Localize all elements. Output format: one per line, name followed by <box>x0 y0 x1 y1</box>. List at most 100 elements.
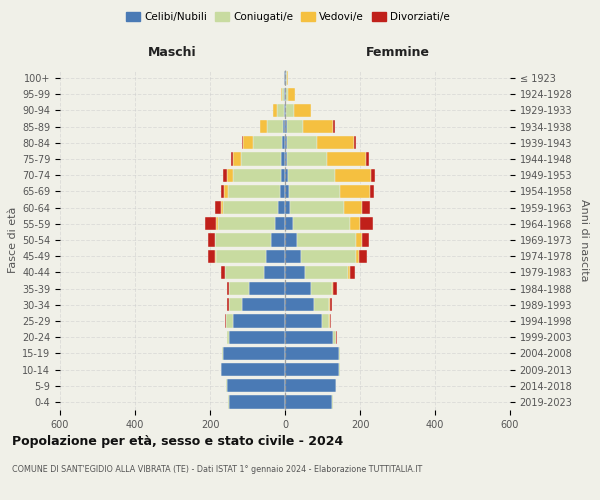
Bar <box>285 314 322 328</box>
Bar <box>356 234 362 246</box>
Bar <box>286 104 293 117</box>
Bar <box>281 152 285 166</box>
Bar <box>287 88 295 101</box>
Bar <box>285 330 333 344</box>
Bar <box>226 314 233 328</box>
Bar <box>228 185 280 198</box>
Bar <box>268 120 283 134</box>
Bar <box>275 217 285 230</box>
Bar <box>330 314 331 328</box>
Bar <box>285 346 340 360</box>
Bar <box>285 266 305 279</box>
Bar <box>223 168 227 182</box>
Bar <box>301 250 356 263</box>
Bar <box>287 136 317 149</box>
Bar <box>362 201 370 214</box>
Bar <box>284 104 285 117</box>
Bar <box>317 136 355 149</box>
Bar <box>356 250 359 263</box>
Bar <box>225 266 265 279</box>
Bar <box>277 104 284 117</box>
Bar <box>281 168 285 182</box>
Bar <box>287 72 289 85</box>
Bar <box>285 234 297 246</box>
Bar <box>336 330 337 344</box>
Bar <box>335 379 337 392</box>
Bar <box>285 72 286 85</box>
Bar <box>227 379 285 392</box>
Bar <box>330 298 332 312</box>
Bar <box>224 314 226 328</box>
Bar <box>297 234 356 246</box>
Bar <box>215 234 271 246</box>
Bar <box>284 88 285 101</box>
Text: Femmine: Femmine <box>365 46 430 59</box>
Bar <box>334 120 335 134</box>
Bar <box>359 217 373 230</box>
Bar <box>329 314 330 328</box>
Bar <box>285 201 290 214</box>
Bar <box>284 72 285 85</box>
Bar <box>233 168 281 182</box>
Bar <box>287 120 304 134</box>
Bar <box>215 250 266 263</box>
Bar <box>244 136 253 149</box>
Bar <box>229 396 285 408</box>
Y-axis label: Fasce di età: Fasce di età <box>8 207 18 273</box>
Bar <box>260 120 268 134</box>
Bar <box>327 152 367 166</box>
Bar <box>285 120 287 134</box>
Bar <box>283 120 285 134</box>
Bar <box>340 185 370 198</box>
Bar <box>343 201 362 214</box>
Bar <box>286 72 287 85</box>
Bar <box>278 201 285 214</box>
Bar <box>359 250 367 263</box>
Bar <box>289 185 340 198</box>
Text: Maschi: Maschi <box>148 46 197 59</box>
Bar <box>371 168 374 182</box>
Bar <box>227 168 233 182</box>
Bar <box>266 250 285 263</box>
Bar <box>208 250 215 263</box>
Bar <box>285 282 311 295</box>
Bar <box>229 282 250 295</box>
Bar <box>228 396 229 408</box>
Text: Popolazione per età, sesso e stato civile - 2024: Popolazione per età, sesso e stato civil… <box>12 435 343 448</box>
Y-axis label: Anni di nascita: Anni di nascita <box>579 198 589 281</box>
Bar <box>293 217 350 230</box>
Bar <box>281 88 283 101</box>
Bar <box>233 152 241 166</box>
Bar <box>362 234 370 246</box>
Bar <box>285 88 286 101</box>
Bar <box>232 152 233 166</box>
Bar <box>227 282 229 295</box>
Bar <box>335 168 371 182</box>
Bar <box>293 104 311 117</box>
Bar <box>350 217 359 230</box>
Bar <box>285 298 314 312</box>
Bar <box>208 234 215 246</box>
Bar <box>250 282 285 295</box>
Bar <box>223 346 285 360</box>
Bar <box>218 217 275 230</box>
Bar <box>333 282 337 295</box>
Bar <box>349 266 355 279</box>
Bar <box>305 266 347 279</box>
Bar <box>314 298 329 312</box>
Bar <box>241 152 281 166</box>
Bar <box>285 379 335 392</box>
Bar <box>224 185 228 198</box>
Bar <box>367 152 370 166</box>
Bar <box>322 314 329 328</box>
Bar <box>280 185 285 198</box>
Bar <box>285 396 332 408</box>
Bar <box>233 314 285 328</box>
Bar <box>285 104 286 117</box>
Bar <box>265 266 285 279</box>
Bar <box>242 136 244 149</box>
Bar <box>285 168 288 182</box>
Bar <box>285 217 293 230</box>
Bar <box>370 185 374 198</box>
Text: COMUNE DI SANT'EGIDIO ALLA VIBRATA (TE) - Dati ISTAT 1° gennaio 2024 - Elaborazi: COMUNE DI SANT'EGIDIO ALLA VIBRATA (TE) … <box>12 465 422 474</box>
